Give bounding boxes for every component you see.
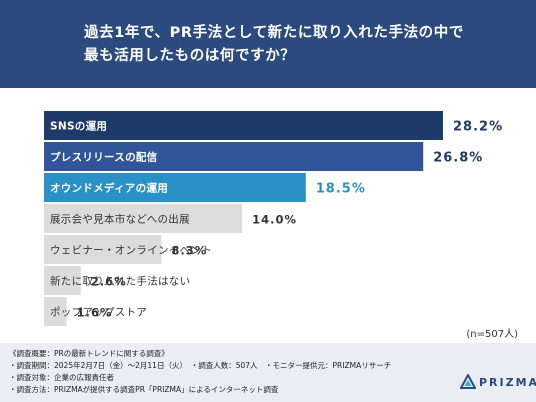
survey-summary-footer: 《調査概要：PRの最新トレンドに関する調査》 ・調査期間：2025年2月7日（金… [0,343,536,402]
bar-0 [44,111,443,140]
logo-wordmark: PRIZMA [479,376,536,389]
bar-6 [44,297,67,326]
bar-value-label-1: 26.8% [433,151,483,166]
bar-category-label-2: オウンドメディアの運用 [50,182,168,195]
bar-category-label-6: ポップアップストア [50,307,147,319]
page-title: 過去1年で、PR手法として新たに取り入れた手法の中で 最も活用したものは何ですか… [84,25,464,64]
prism-triangle-icon [460,374,476,389]
bar-3 [44,204,243,233]
bar-category-label-4: ウェビナー・オンラインイベント [50,245,212,257]
footer-survey-period: ・調査期間：2025年2月7日（金）〜2月11日（火） ・調査人数：507人 ・… [9,361,392,370]
bar-value-label-5: 2.6% [91,275,127,289]
bar-value-label-0: 28.2% [453,120,503,135]
bar-category-label-5: 新たに取り入れた手法はない [50,275,190,288]
bar-value-label-2: 18.5% [316,182,366,197]
footer-survey-method: ・調査方法：PRIZMAが提供する調査PR「PRIZMA」によるインターネット調… [9,385,279,394]
bar-category-label-0: SNSの運用 [50,121,107,133]
bar-4 [44,235,162,264]
footer-heading: 《調査概要：PRの最新トレンドに関する調査》 [9,349,169,358]
bar-value-label-3: 14.0% [252,213,297,227]
header-banner: 過去1年で、PR手法として新たに取り入れた手法の中で 最も活用したものは何ですか… [0,0,536,88]
bar-category-label-1: プレスリリースの配信 [50,151,158,164]
bar-5 [44,266,81,295]
bar-value-label-4: 8.3% [171,244,207,258]
sample-size-note: (n=507人) [466,329,518,340]
bar-1 [44,142,424,171]
footer-survey-target: ・調査対象：企業の広報責任者 [9,373,114,382]
bar-category-label-3: 展示会や見本市などへの出展 [50,213,190,226]
bar-value-label-6: 1.6% [77,306,113,320]
bar-2 [44,173,306,202]
prizma-logo: PRIZMA [460,374,536,392]
